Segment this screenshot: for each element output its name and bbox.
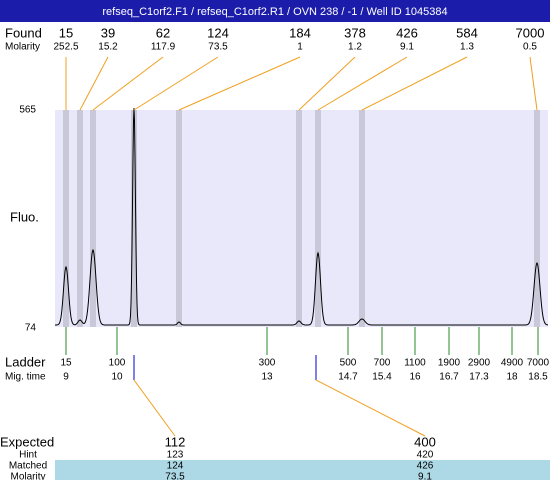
found-size: 184: [289, 25, 311, 40]
table-cell: 123: [167, 450, 184, 461]
row-label: Hint: [19, 450, 37, 461]
table-cell: 124: [167, 461, 184, 472]
found-size: 124: [207, 25, 229, 40]
title-bar: [0, 0, 550, 22]
found-label: Found: [5, 25, 42, 40]
table-cell: 400: [414, 434, 436, 449]
table-cell: 112: [165, 434, 186, 449]
found-size: 426: [396, 25, 418, 40]
ladder-size: 2900: [468, 358, 491, 369]
found-molarity: 1.2: [348, 42, 362, 53]
found-molarity: 73.5: [208, 42, 228, 53]
peak-band: [534, 110, 540, 327]
mig-time: 16.7: [439, 372, 459, 383]
peak-band: [77, 110, 83, 327]
mig-time: 18: [506, 372, 518, 383]
mig-time: 10: [111, 372, 123, 383]
found-size: 62: [156, 25, 170, 40]
found-molarity: 117.9: [151, 42, 176, 53]
table-cell: 73.5: [165, 472, 185, 480]
found-size: 39: [101, 25, 115, 40]
found-size: 378: [344, 25, 366, 40]
row-label: Expected: [0, 434, 54, 449]
mig-time: 9: [63, 372, 69, 383]
y-axis-label: Fluo.: [10, 209, 39, 224]
mig-time: 13: [261, 372, 273, 383]
found-molarity: 252.5: [53, 42, 78, 53]
connector: [315, 379, 426, 437]
title: refseq_C1orf2.F1 / refseq_C1orf2.R1 / OV…: [102, 6, 447, 18]
found-size: 7000: [516, 25, 545, 40]
peak-connector: [79, 56, 109, 111]
found-molarity: 15.2: [98, 42, 118, 53]
mig-time-label: Mig. time: [5, 372, 46, 383]
ladder-size: 100: [109, 358, 126, 369]
ladder-size: 700: [374, 358, 391, 369]
peak-band: [90, 110, 96, 327]
found-size: 584: [456, 25, 478, 40]
mig-time: 17.3: [469, 372, 489, 383]
mig-time: 14.7: [338, 372, 358, 383]
molarity-label: Molarity: [5, 42, 40, 53]
table-cell: 426: [417, 461, 434, 472]
found-molarity: 0.5: [523, 42, 537, 53]
row-label: Molarity: [10, 472, 45, 480]
peak-band: [131, 110, 137, 327]
ladder-size: 1900: [438, 358, 461, 369]
peak-band: [296, 110, 302, 327]
peak-connector: [361, 56, 468, 111]
peak-band: [315, 110, 321, 327]
peak-connector: [133, 56, 219, 111]
trace: [55, 107, 548, 326]
y-min-label: 74: [25, 323, 37, 334]
mig-time: 16: [409, 372, 421, 383]
found-molarity: 1: [297, 42, 303, 53]
matched-band: [55, 460, 550, 480]
ladder-size: 4900: [501, 358, 524, 369]
table-cell: 420: [417, 450, 434, 461]
table-cell: 9.1: [418, 472, 432, 480]
ladder-size: 15: [60, 358, 72, 369]
mig-time: 18.5: [528, 372, 548, 383]
peak-connector: [92, 56, 164, 111]
peak-connector: [178, 56, 301, 111]
ladder-label: Ladder: [5, 354, 46, 369]
connector: [133, 379, 176, 437]
y-max-label: 565: [19, 105, 36, 116]
peak-connector: [529, 56, 538, 111]
peak-connector: [317, 56, 408, 111]
found-size: 15: [59, 25, 73, 40]
found-molarity: 9.1: [400, 42, 414, 53]
found-molarity: 1.3: [460, 42, 474, 53]
ladder-size: 500: [340, 358, 357, 369]
row-label: Matched: [9, 461, 47, 472]
ladder-size: 7000: [527, 358, 550, 369]
ladder-size: 300: [259, 358, 276, 369]
peak-connector: [298, 56, 356, 111]
ladder-size: 1100: [404, 358, 426, 369]
peak-band: [176, 110, 182, 327]
mig-time: 15.4: [372, 372, 392, 383]
peak-band: [359, 110, 365, 327]
peak-band: [63, 110, 69, 327]
